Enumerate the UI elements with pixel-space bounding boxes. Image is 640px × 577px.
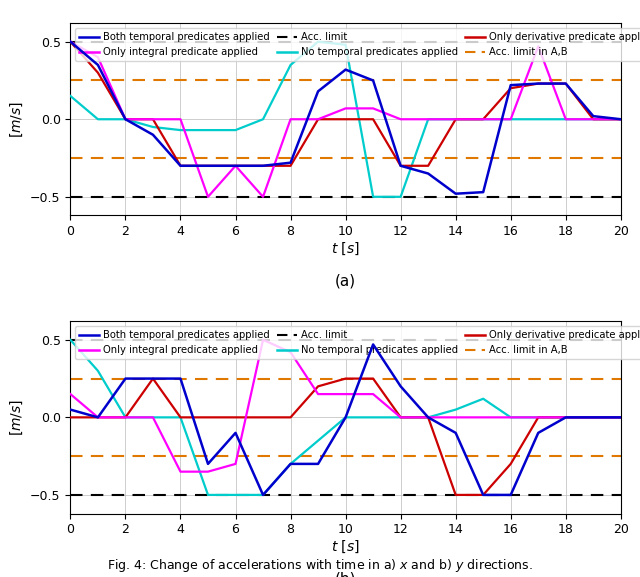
Y-axis label: $\ddot{x}$
$[m/s]$: $\ddot{x}$ $[m/s]$: [0, 100, 24, 138]
Legend: Both temporal predicates applied, Only integral predicate applied, Acc. limit, N: Both temporal predicates applied, Only i…: [76, 28, 640, 61]
X-axis label: $t\ [s]$: $t\ [s]$: [331, 241, 360, 257]
Y-axis label: $\ddot{y}$
$[m/s]$: $\ddot{y}$ $[m/s]$: [0, 399, 24, 436]
Text: (a): (a): [335, 273, 356, 288]
Legend: Both temporal predicates applied, Only integral predicate applied, Acc. limit, N: Both temporal predicates applied, Only i…: [76, 326, 640, 359]
Text: Fig. 4: Change of accelerations with time in a) $x$ and b) $y$ directions.: Fig. 4: Change of accelerations with tim…: [107, 557, 533, 574]
Text: (b): (b): [335, 571, 356, 577]
X-axis label: $t\ [s]$: $t\ [s]$: [331, 539, 360, 555]
